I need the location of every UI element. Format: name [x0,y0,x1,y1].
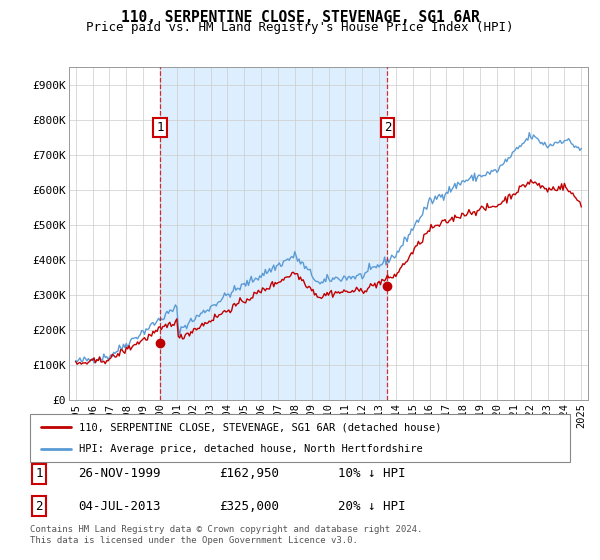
Text: HPI: Average price, detached house, North Hertfordshire: HPI: Average price, detached house, Nort… [79,444,422,454]
Text: 04-JUL-2013: 04-JUL-2013 [79,500,161,512]
Text: 110, SERPENTINE CLOSE, STEVENAGE, SG1 6AR (detached house): 110, SERPENTINE CLOSE, STEVENAGE, SG1 6A… [79,422,441,432]
Text: Price paid vs. HM Land Registry's House Price Index (HPI): Price paid vs. HM Land Registry's House … [86,21,514,34]
Text: 2: 2 [35,500,43,512]
Text: 1: 1 [35,467,43,480]
Text: 10% ↓ HPI: 10% ↓ HPI [338,467,406,480]
Text: 20% ↓ HPI: 20% ↓ HPI [338,500,406,512]
Text: 2: 2 [384,120,391,134]
Text: £325,000: £325,000 [219,500,279,512]
Text: £162,950: £162,950 [219,467,279,480]
Text: 1: 1 [156,120,164,134]
Text: 26-NOV-1999: 26-NOV-1999 [79,467,161,480]
Text: 110, SERPENTINE CLOSE, STEVENAGE, SG1 6AR: 110, SERPENTINE CLOSE, STEVENAGE, SG1 6A… [121,10,479,25]
Bar [160,67,388,400]
Text: Contains HM Land Registry data © Crown copyright and database right 2024.
This d: Contains HM Land Registry data © Crown c… [30,525,422,545]
